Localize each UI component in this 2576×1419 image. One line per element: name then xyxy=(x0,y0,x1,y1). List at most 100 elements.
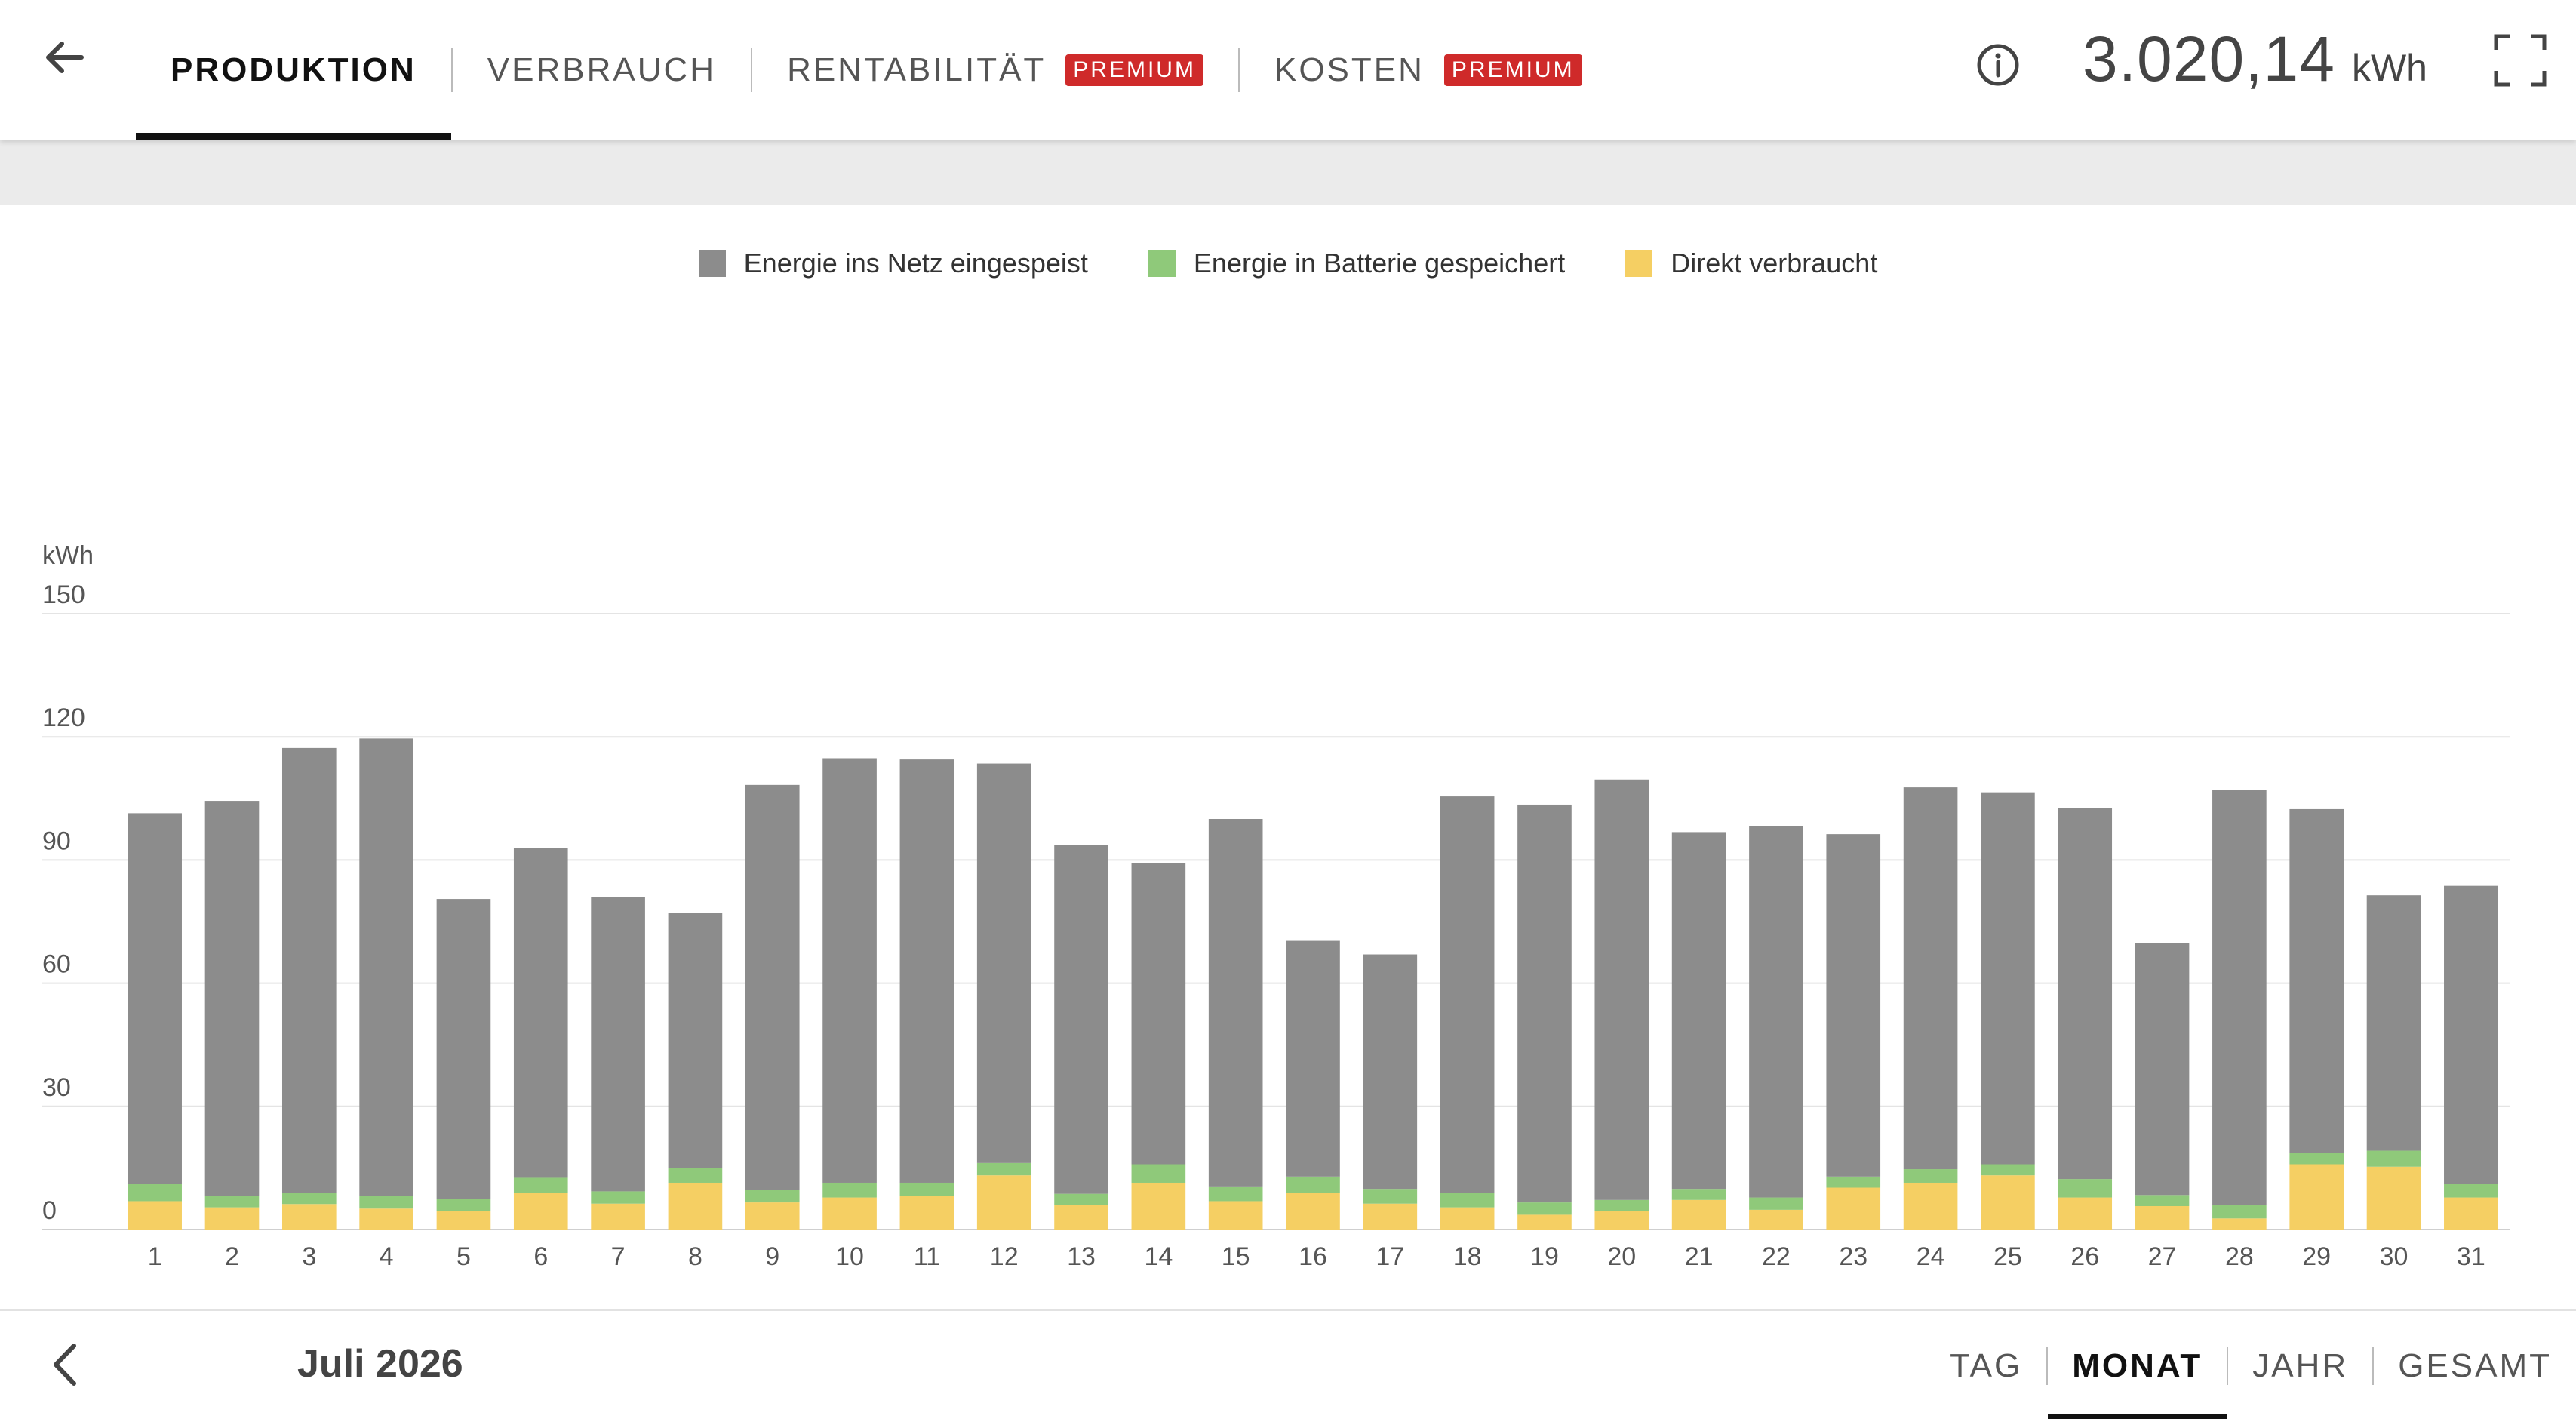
x-tick-label: 1 xyxy=(148,1242,162,1271)
bar-segment xyxy=(2135,1195,2190,1206)
bar-segment xyxy=(2212,790,2267,1205)
range-label: TAG xyxy=(1950,1347,2023,1384)
bar-segment xyxy=(899,759,954,1183)
x-tick-label: 5 xyxy=(456,1242,471,1271)
bar-segment xyxy=(1594,779,1649,1200)
tab-produktion[interactable]: PRODUKTION xyxy=(136,0,451,140)
x-tick-label: 9 xyxy=(765,1242,779,1271)
bar-segment xyxy=(1208,819,1263,1187)
production-chart-card: Energie ins Netz eingespeist Energie in … xyxy=(0,205,2576,1309)
y-tick-label: 0 xyxy=(42,1196,57,1225)
bar-segment xyxy=(668,1182,723,1230)
back-button[interactable] xyxy=(41,33,89,82)
bar-segment xyxy=(1440,1207,1495,1230)
top-bar: PRODUKTION VERBRAUCH RENTABILITÄT PREMIU… xyxy=(0,0,2576,140)
bar-segment xyxy=(2058,1197,2113,1230)
bar-segment xyxy=(281,1193,337,1205)
bar-segment xyxy=(899,1196,954,1230)
period-label: Juli 2026 xyxy=(297,1342,463,1386)
bar-segment xyxy=(1981,1175,2035,1230)
legend-label: Energie in Batterie gespeichert xyxy=(1193,248,1566,279)
premium-badge: PREMIUM xyxy=(1065,54,1203,86)
range-label: MONAT xyxy=(2072,1347,2203,1384)
bar-segment xyxy=(204,801,260,1196)
range-gesamt[interactable]: GESAMT xyxy=(2374,1311,2576,1419)
bar-segment xyxy=(2058,1179,2113,1198)
x-tick-label: 25 xyxy=(1993,1242,2022,1271)
x-tick-label: 24 xyxy=(1917,1242,1945,1271)
header-separator-band xyxy=(0,140,2576,205)
bar-segment xyxy=(1440,1193,1495,1208)
legend-item-grid[interactable]: Energie ins Netz eingespeist xyxy=(698,248,1088,279)
range-tag[interactable]: TAG xyxy=(1926,1311,2046,1419)
bar-segment xyxy=(1517,804,1572,1203)
bar-segment xyxy=(2444,1184,2498,1198)
bar-segment xyxy=(2289,808,2344,1153)
bar-segment xyxy=(436,1199,491,1211)
x-tick-label: 15 xyxy=(1222,1242,1250,1271)
bar-segment xyxy=(591,1191,645,1204)
period-bar: Juli 2026 TAG MONAT JAHR GESAMT xyxy=(0,1309,2576,1419)
bar-segment xyxy=(1826,834,1881,1177)
bar-segment xyxy=(1286,940,1340,1177)
range-jahr[interactable]: JAHR xyxy=(2228,1311,2372,1419)
bar-segment xyxy=(1286,1193,1340,1230)
bar-segment xyxy=(128,813,182,1184)
bar-segment xyxy=(1903,787,1958,1170)
bar-segment xyxy=(281,1204,337,1230)
x-tick-label: 20 xyxy=(1607,1242,1636,1271)
previous-period-button[interactable] xyxy=(44,1338,89,1391)
bar-segment xyxy=(668,913,723,1168)
tab-bar: PRODUKTION VERBRAUCH RENTABILITÄT PREMIU… xyxy=(136,0,1617,140)
bar-segment xyxy=(204,1196,260,1208)
bar-segment xyxy=(1363,1203,1418,1230)
bar-segment xyxy=(1208,1201,1263,1230)
legend-swatch xyxy=(1148,250,1176,277)
bar-segment xyxy=(2444,885,2498,1184)
info-button[interactable] xyxy=(1974,41,2022,89)
bar-segment xyxy=(822,1197,877,1230)
x-tick-label: 6 xyxy=(533,1242,548,1271)
bar-segment xyxy=(1671,1199,1726,1230)
range-selector: TAG MONAT JAHR GESAMT xyxy=(1926,1311,2576,1419)
chevron-left-icon xyxy=(54,1344,76,1386)
tab-divider xyxy=(751,48,753,92)
bar-segment xyxy=(1749,1197,1803,1210)
range-monat[interactable]: MONAT xyxy=(2048,1311,2227,1419)
legend-item-battery[interactable]: Energie in Batterie gespeichert xyxy=(1148,248,1565,279)
bar-segment xyxy=(899,1182,954,1196)
bar-segment xyxy=(1286,1176,1340,1193)
tab-verbrauch[interactable]: VERBRAUCH xyxy=(453,0,751,140)
chart-legend: Energie ins Netz eingespeist Energie in … xyxy=(0,248,2576,279)
range-label: JAHR xyxy=(2252,1347,2349,1384)
bar-segment xyxy=(1671,1189,1726,1200)
fullscreen-button[interactable] xyxy=(2491,32,2549,89)
range-divider xyxy=(2372,1347,2375,1385)
bar-segment xyxy=(281,747,337,1193)
x-tick-label: 16 xyxy=(1299,1242,1327,1271)
x-tick-label: 3 xyxy=(302,1242,316,1271)
bar-segment xyxy=(822,1182,877,1198)
tab-label: VERBRAUCH xyxy=(487,51,717,88)
bar-segment xyxy=(1594,1211,1649,1230)
bar-segment xyxy=(2444,1197,2498,1230)
tab-rentabilitaet[interactable]: RENTABILITÄT PREMIUM xyxy=(752,0,1238,140)
bar-segment xyxy=(359,1196,413,1209)
bar-segment xyxy=(204,1207,260,1230)
bar-segment xyxy=(2366,895,2421,1151)
tab-kosten[interactable]: KOSTEN PREMIUM xyxy=(1240,0,1617,140)
legend-item-direct[interactable]: Direkt verbraucht xyxy=(1625,248,1877,279)
x-tick-label: 28 xyxy=(2225,1242,2254,1271)
bar-segment xyxy=(1903,1182,1958,1230)
x-tick-label: 29 xyxy=(2302,1242,2331,1271)
total-unit: kWh xyxy=(2351,47,2427,89)
fullscreen-icon xyxy=(2494,34,2547,87)
x-tick-label: 22 xyxy=(1762,1242,1791,1271)
bar-segment xyxy=(513,1193,568,1230)
bar-segment xyxy=(2212,1205,2267,1219)
premium-badge: PREMIUM xyxy=(1443,54,1582,86)
bar-segment xyxy=(1131,1182,1186,1230)
tab-label: RENTABILITÄT xyxy=(787,51,1047,88)
bar-segment xyxy=(1826,1176,1881,1188)
